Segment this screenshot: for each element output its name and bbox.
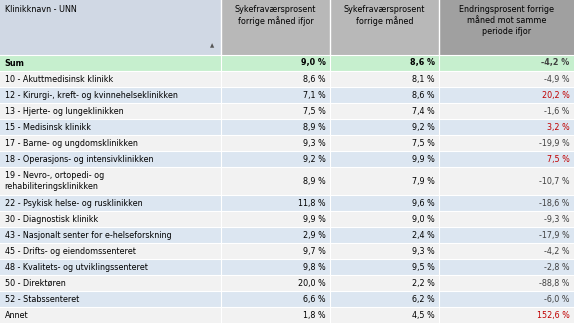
- Text: 9,7 %: 9,7 %: [302, 247, 325, 256]
- Text: 2,4 %: 2,4 %: [412, 231, 435, 239]
- Text: 50 - Direktøren: 50 - Direktøren: [5, 278, 65, 288]
- Bar: [0, 307, 574, 323]
- Text: 152,6 %: 152,6 %: [537, 311, 569, 319]
- Text: 20,2 %: 20,2 %: [541, 91, 569, 99]
- Text: 15 - Medisinsk klinikk: 15 - Medisinsk klinikk: [5, 122, 91, 132]
- Text: -4,2 %: -4,2 %: [544, 247, 569, 256]
- Text: -2,8 %: -2,8 %: [544, 262, 569, 272]
- Text: -17,9 %: -17,9 %: [538, 231, 569, 239]
- Bar: [0, 291, 574, 307]
- Text: 9,6 %: 9,6 %: [412, 198, 435, 208]
- Text: 22 - Psykisk helse- og rusklinikken: 22 - Psykisk helse- og rusklinikken: [5, 198, 142, 208]
- Text: 11,8 %: 11,8 %: [298, 198, 325, 208]
- Text: 2,2 %: 2,2 %: [412, 278, 435, 288]
- Bar: [0, 119, 574, 135]
- Text: 19 - Nevro-, ortopedi- og
rehabiliteringsklinikken: 19 - Nevro-, ortopedi- og rehabilitering…: [5, 171, 104, 191]
- Text: 9,5 %: 9,5 %: [412, 262, 435, 272]
- Text: Klinikknavn - UNN: Klinikknavn - UNN: [5, 5, 76, 14]
- Text: 9,0 %: 9,0 %: [301, 58, 325, 68]
- Text: 6,2 %: 6,2 %: [412, 295, 435, 303]
- Text: 7,1 %: 7,1 %: [302, 91, 325, 99]
- Text: Sykefraværsprosent
forrige måned ifjor: Sykefraværsprosent forrige måned ifjor: [235, 5, 316, 26]
- Text: -1,6 %: -1,6 %: [544, 107, 569, 115]
- Text: 1,8 %: 1,8 %: [303, 311, 325, 319]
- Text: 10 - Akuttmedisinsk klinikk: 10 - Akuttmedisinsk klinikk: [5, 74, 113, 84]
- Text: 6,6 %: 6,6 %: [303, 295, 325, 303]
- Text: 7,4 %: 7,4 %: [412, 107, 435, 115]
- Bar: [0, 259, 574, 275]
- Text: 9,0 %: 9,0 %: [412, 215, 435, 223]
- Text: -4,2 %: -4,2 %: [541, 58, 569, 68]
- Text: Sum: Sum: [5, 58, 25, 68]
- Text: 7,5 %: 7,5 %: [412, 138, 435, 148]
- Text: 52 - Stabssenteret: 52 - Stabssenteret: [5, 295, 79, 303]
- Bar: [0, 211, 574, 227]
- Text: 43 - Nasjonalt senter for e-helseforskning: 43 - Nasjonalt senter for e-helseforskni…: [5, 231, 171, 239]
- Text: 3,2 %: 3,2 %: [546, 122, 569, 132]
- Bar: [0, 135, 574, 151]
- Bar: [0, 195, 574, 211]
- Text: 7,5 %: 7,5 %: [546, 154, 569, 163]
- Text: -10,7 %: -10,7 %: [539, 176, 569, 186]
- Text: 48 - Kvalitets- og utviklingssenteret: 48 - Kvalitets- og utviklingssenteret: [5, 262, 148, 272]
- Bar: [0, 71, 574, 87]
- Text: 8,6 %: 8,6 %: [409, 58, 435, 68]
- Text: 9,8 %: 9,8 %: [302, 262, 325, 272]
- Text: 18 - Operasjons- og intensivklinikken: 18 - Operasjons- og intensivklinikken: [5, 154, 153, 163]
- Text: Endringsprosent forrige
måned mot samme
periode ifjor: Endringsprosent forrige måned mot samme …: [459, 5, 554, 36]
- Text: 9,3 %: 9,3 %: [412, 247, 435, 256]
- Text: 12 - Kirurgi-, kreft- og kvinnehelseklinikken: 12 - Kirurgi-, kreft- og kvinnehelseklin…: [5, 91, 177, 99]
- Text: -9,3 %: -9,3 %: [544, 215, 569, 223]
- Text: 20,0 %: 20,0 %: [298, 278, 325, 288]
- Text: -18,6 %: -18,6 %: [539, 198, 569, 208]
- Text: 2,9 %: 2,9 %: [302, 231, 325, 239]
- Text: 9,9 %: 9,9 %: [412, 154, 435, 163]
- Bar: [0, 167, 574, 195]
- Text: -4,9 %: -4,9 %: [544, 74, 569, 84]
- Text: 8,6 %: 8,6 %: [303, 74, 325, 84]
- Bar: [0, 227, 574, 243]
- Text: 8,6 %: 8,6 %: [412, 91, 435, 99]
- Text: 17 - Barne- og ungdomsklinikken: 17 - Barne- og ungdomsklinikken: [5, 138, 137, 148]
- Text: 8,9 %: 8,9 %: [302, 122, 325, 132]
- Text: 30 - Diagnostisk klinikk: 30 - Diagnostisk klinikk: [5, 215, 98, 223]
- Bar: [0, 87, 574, 103]
- Text: ▲: ▲: [210, 43, 215, 49]
- Text: 9,9 %: 9,9 %: [302, 215, 325, 223]
- Text: 13 - Hjerte- og lungeklinikken: 13 - Hjerte- og lungeklinikken: [5, 107, 123, 115]
- Bar: [0, 275, 574, 291]
- Bar: [0, 151, 574, 167]
- Text: 4,5 %: 4,5 %: [412, 311, 435, 319]
- Text: -88,8 %: -88,8 %: [539, 278, 569, 288]
- Bar: [0, 243, 574, 259]
- Text: Sykefraværsprosent
forrige måned: Sykefraværsprosent forrige måned: [344, 5, 425, 26]
- Text: 9,2 %: 9,2 %: [302, 154, 325, 163]
- Bar: [0, 55, 574, 71]
- Text: 45 - Drifts- og eiendomssenteret: 45 - Drifts- og eiendomssenteret: [5, 247, 135, 256]
- Text: 8,1 %: 8,1 %: [412, 74, 435, 84]
- Text: -19,9 %: -19,9 %: [538, 138, 569, 148]
- Text: Annet: Annet: [5, 311, 28, 319]
- Text: 9,3 %: 9,3 %: [302, 138, 325, 148]
- Bar: [0, 103, 574, 119]
- Text: 8,9 %: 8,9 %: [302, 176, 325, 186]
- Text: -6,0 %: -6,0 %: [544, 295, 569, 303]
- Text: 9,2 %: 9,2 %: [412, 122, 435, 132]
- Text: 7,9 %: 7,9 %: [412, 176, 435, 186]
- Text: 7,5 %: 7,5 %: [302, 107, 325, 115]
